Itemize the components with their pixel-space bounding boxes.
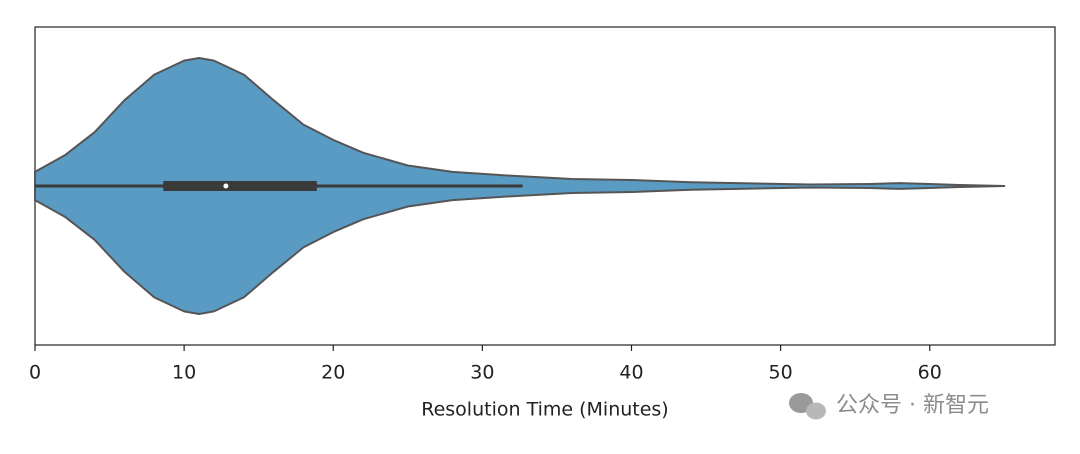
- x-axis-label: Resolution Time (Minutes): [421, 399, 668, 421]
- x-tick-label: 10: [172, 362, 196, 384]
- x-tick-label: 40: [619, 362, 643, 384]
- box: [163, 181, 317, 191]
- watermark: 公众号 · 新智元: [836, 393, 989, 418]
- median: [223, 183, 229, 189]
- x-tick-label: 20: [321, 362, 345, 384]
- x-tick-label: 30: [470, 362, 494, 384]
- x-tick-label: 50: [769, 362, 793, 384]
- watermark-icon: [789, 393, 826, 420]
- x-tick-label: 60: [918, 362, 942, 384]
- x-tick-label: 0: [29, 362, 41, 384]
